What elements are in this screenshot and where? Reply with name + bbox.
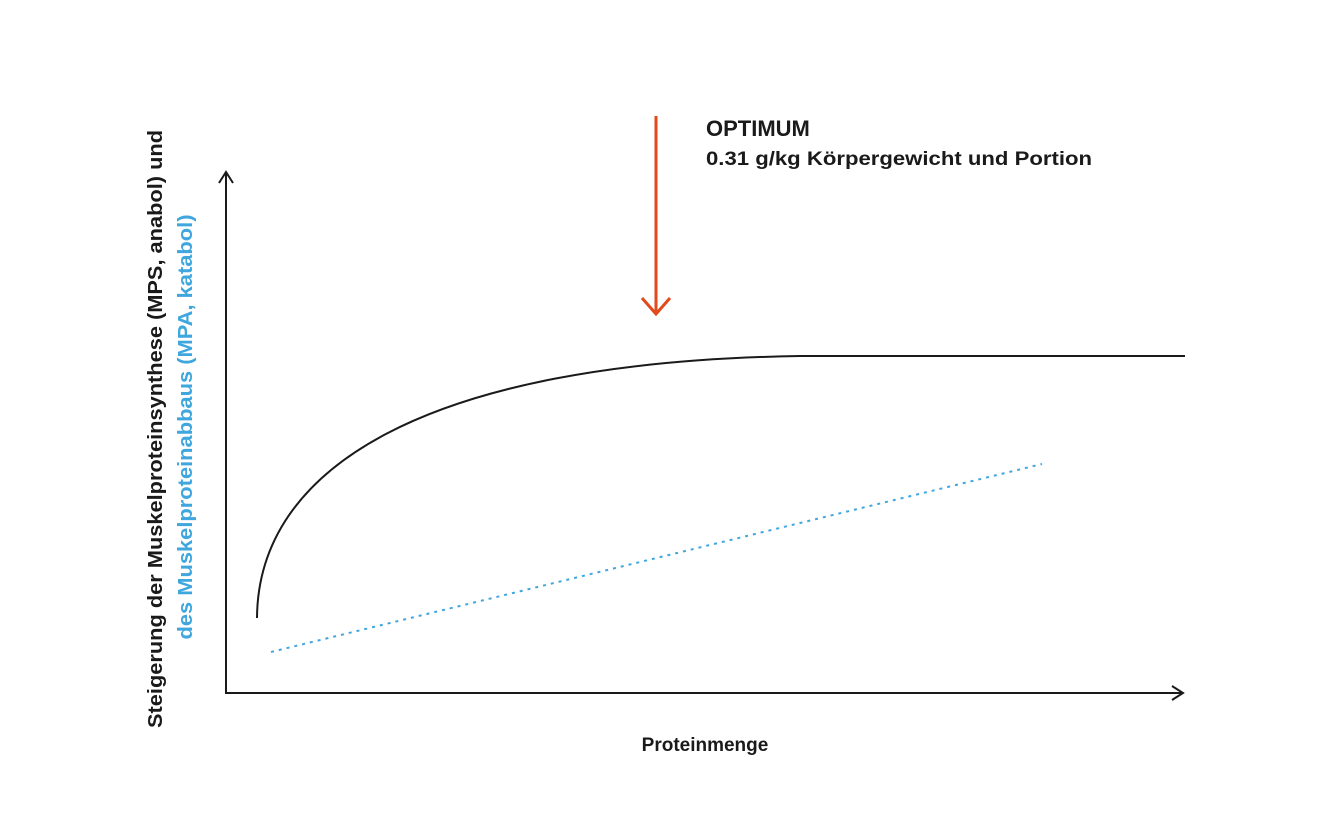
x-axis-label: Proteinmenge: [642, 735, 769, 756]
x-axis-arrowhead: [1171, 685, 1185, 701]
y-axis-label-line1: Steigerung der Muskelproteinsynthese (MP…: [145, 130, 167, 728]
annotation-text: 0.31 g/kg Körpergewicht und Portion: [706, 149, 1092, 170]
y-axis-label-line2: des Muskelproteinabbaus (MPA, katabol): [175, 215, 197, 640]
mps-curve: [256, 355, 1185, 619]
y-axis-arrowhead: [218, 170, 234, 184]
annotation-title: OPTIMUM: [706, 116, 810, 141]
axes: [218, 170, 1185, 701]
optimum-arrow: [640, 116, 672, 317]
